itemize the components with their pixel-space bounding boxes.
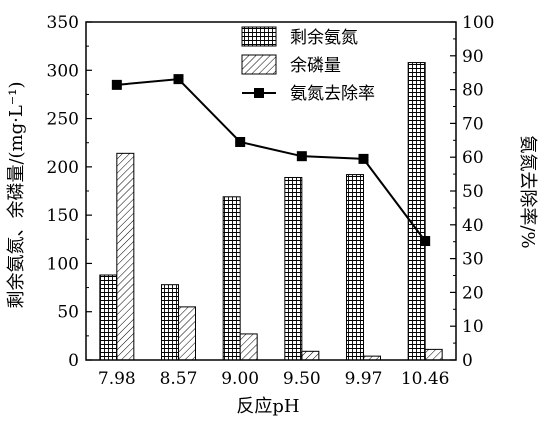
y-right-tick-label: 80 (462, 81, 484, 101)
y-right-tick-label: 10 (462, 317, 484, 337)
bar-residual-phosphorus-1 (178, 306, 196, 361)
bar-residual-phosphorus-0 (116, 152, 135, 361)
y-right-tick-label: 90 (462, 47, 484, 67)
legend-marker-removal-rate (254, 88, 264, 98)
x-tick-label: 7.98 (98, 369, 136, 389)
removal-rate-line-layer (111, 74, 431, 247)
removal-rate-line (116, 78, 426, 242)
y-right-tick-label: 70 (462, 114, 484, 134)
y-left-tick-label: 300 (47, 61, 79, 81)
y-right-tick-label: 20 (462, 283, 484, 303)
x-tick-label: 10.46 (401, 369, 450, 389)
bar-remaining-ammonia-2 (222, 196, 241, 361)
removal-rate-point-1 (173, 74, 184, 85)
x-tick-label: 8.57 (160, 369, 198, 389)
legend-label-removal-rate: 氨氮去除率 (290, 84, 375, 104)
y-left-tick-label: 150 (47, 206, 79, 226)
y-left-tick-label: 0 (68, 351, 79, 371)
axes-layer: 0 50 100 150 200 250 300 350 0 10 20 30 40 50 60 70 80 90… (47, 13, 495, 389)
y-axis-right-title: 氨氮去除率/% (517, 135, 538, 248)
y-right-tick-label: 50 (462, 182, 484, 202)
bar-residual-phosphorus-3 (301, 350, 320, 361)
legend-label-remaining-ammonia: 剩余氨氮 (290, 28, 358, 48)
y-right-tick-label: 0 (462, 351, 473, 371)
y-right-tick-label: 30 (462, 250, 484, 270)
y-left-tick-label: 350 (47, 13, 79, 33)
x-axis-title: 反应pH (236, 396, 299, 417)
removal-rate-point-0 (111, 79, 122, 90)
bar-remaining-ammonia-3 (284, 176, 303, 361)
y-right-tick-label: 100 (462, 13, 494, 33)
bar-remaining-ammonia-4 (346, 174, 364, 361)
y-axis-left-title: 剩余氨氮、余磷量/(mg·L⁻¹) (6, 81, 27, 308)
x-tick-label: 9.97 (345, 369, 383, 389)
legend: 剩余氨氮 余磷量 氨氮去除率 (241, 26, 375, 104)
removal-rate-point-5 (420, 236, 431, 247)
bar-remaining-ammonia-1 (161, 284, 179, 361)
y-right-tick-label: 60 (462, 148, 484, 168)
removal-rate-point-2 (235, 136, 246, 147)
bar-residual-phosphorus-2 (239, 333, 258, 361)
bar-residual-phosphorus-5 (424, 348, 443, 361)
y-left-tick-label: 50 (57, 303, 79, 323)
y-left-tick-label: 100 (47, 254, 79, 274)
bars-layer (99, 62, 443, 361)
y-left-tick-label: 200 (47, 158, 79, 178)
bar-remaining-ammonia-5 (407, 62, 426, 361)
legend-swatch-residual-phosphorus (241, 54, 277, 75)
legend-label-residual-phosphorus: 余磷量 (290, 56, 341, 76)
legend-swatch-remaining-ammonia (241, 26, 277, 47)
removal-rate-point-3 (296, 151, 307, 162)
removal-rate-point-4 (358, 153, 369, 164)
bar-remaining-ammonia-0 (99, 274, 118, 361)
x-tick-label: 9.00 (221, 369, 259, 389)
x-tick-label: 9.50 (283, 369, 321, 389)
y-right-tick-label: 40 (462, 216, 484, 236)
y-left-tick-label: 250 (47, 110, 79, 130)
